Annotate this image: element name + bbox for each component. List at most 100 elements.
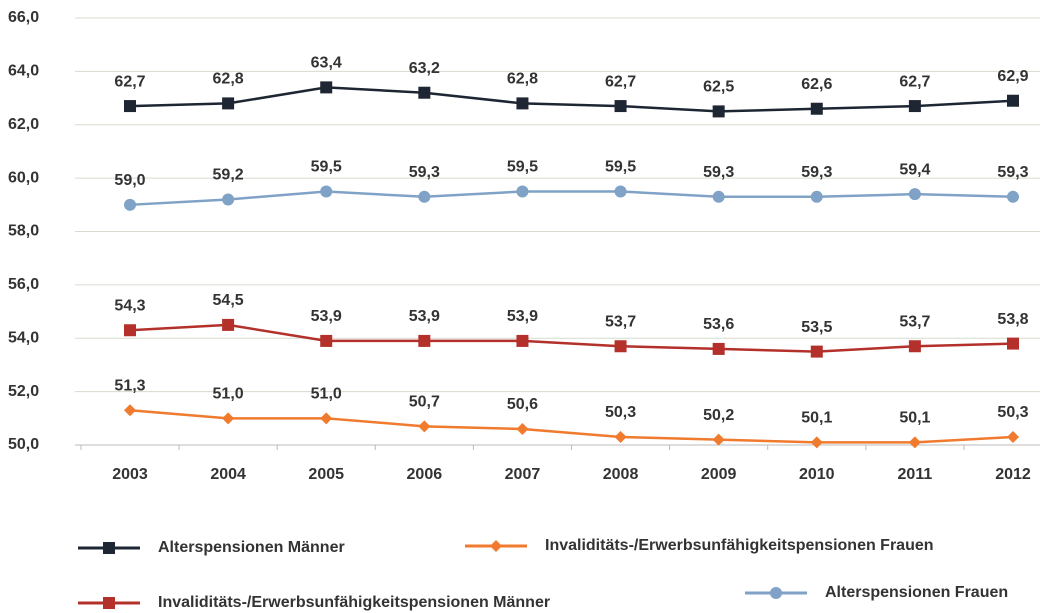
marker [614,185,627,198]
data-label: 62,8 [213,71,244,88]
y-tick-label: 64,0 [8,63,39,80]
marker [320,81,333,94]
legend-label: Alterspensionen Männer [158,539,345,556]
marker [908,188,921,201]
data-label: 53,5 [801,319,832,336]
marker [908,100,921,113]
legend-marker [770,587,782,599]
marker [712,342,725,355]
marker [222,318,235,331]
data-label: 50,3 [605,404,636,421]
data-label: 53,7 [899,313,930,330]
marker [712,433,725,446]
y-tick-label: 66,0 [8,9,39,26]
marker [712,190,725,203]
marker [810,345,823,358]
marker [810,190,823,203]
data-label: 50,2 [703,407,734,424]
x-tick-label: 2007 [505,466,541,483]
data-label: 53,7 [605,313,636,330]
data-label: 50,3 [997,404,1028,421]
data-label: 62,7 [899,73,930,90]
data-label: 53,9 [311,308,342,325]
marker [908,340,921,353]
data-label: 62,9 [997,68,1028,85]
marker [418,334,431,347]
legend-label: Alterspensionen Frauen [825,584,1008,601]
data-label: 59,3 [997,164,1028,181]
marker [516,334,529,347]
data-label: 59,2 [213,167,244,184]
y-tick-label: 56,0 [8,276,39,293]
data-label: 53,6 [703,316,734,333]
data-label: 62,7 [114,73,145,90]
marker [1007,337,1019,350]
marker [124,198,136,211]
marker [418,190,431,203]
legend-marker [103,542,115,554]
y-tick-label: 60,0 [8,169,39,186]
marker [614,100,627,113]
marker [222,412,235,425]
y-tick-label: 52,0 [8,383,39,400]
marker [124,404,136,417]
y-tick-label: 50,0 [8,436,39,453]
data-label: 51,0 [311,386,342,403]
data-label: 53,9 [507,308,538,325]
series-line [129,86,1014,113]
data-label: 59,5 [605,159,636,176]
marker [810,102,823,115]
marker [516,185,529,198]
marker [222,193,235,206]
legend-label: Invaliditäts-/Erwerbsunfähigkeitspension… [158,594,550,611]
data-label: 51,0 [213,386,244,403]
marker [124,100,136,113]
marker [320,412,333,425]
data-label: 50,1 [801,410,832,427]
data-label: 62,8 [507,71,538,88]
y-tick-label: 54,0 [8,329,39,346]
x-tick-label: 2003 [112,466,148,483]
marker [516,97,529,110]
x-tick-label: 2008 [603,466,639,483]
data-label: 59,5 [311,159,342,176]
data-label: 59,0 [114,172,145,189]
marker [614,430,627,443]
data-label: 59,4 [899,161,930,178]
marker [614,340,627,353]
data-label: 50,6 [507,396,538,413]
marker [712,105,725,118]
marker [124,324,136,337]
data-label: 62,7 [605,73,636,90]
marker [418,420,431,433]
x-tick-label: 2004 [210,466,246,483]
data-label: 50,7 [409,394,440,411]
x-tick-label: 2005 [308,466,344,483]
y-tick-label: 58,0 [8,223,39,240]
marker [1007,190,1019,203]
marker [516,422,529,435]
marker [320,334,333,347]
data-label: 51,3 [114,378,145,395]
marker [1007,430,1019,443]
y-tick-label: 62,0 [8,116,39,133]
marker [810,436,823,449]
marker [1007,94,1019,107]
data-label: 54,5 [213,292,244,309]
x-tick-label: 2010 [799,466,835,483]
legend-marker [103,597,115,609]
data-label: 62,5 [703,79,734,96]
marker [222,97,235,110]
data-label: 59,3 [409,164,440,181]
x-tick-label: 2012 [995,466,1031,483]
series-line [129,323,1014,353]
data-label: 59,3 [801,164,832,181]
x-tick-label: 2006 [407,466,443,483]
x-tick-label: 2011 [898,466,933,483]
data-label: 59,5 [507,159,538,176]
legend-marker [490,540,502,552]
data-label: 53,8 [997,311,1028,328]
marker [320,185,333,198]
data-label: 53,9 [409,308,440,325]
